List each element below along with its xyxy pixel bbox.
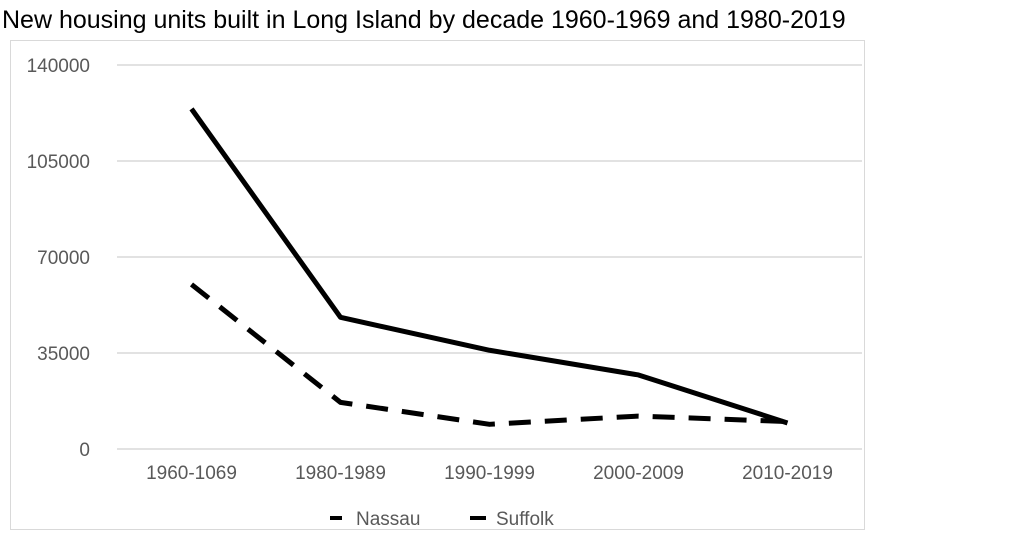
y-tick-label: 140000	[27, 56, 90, 77]
legend: Nassau Suffolk	[330, 509, 554, 530]
chart-title: New housing units built in Long Island b…	[2, 6, 846, 34]
x-tick-label: 2010-2019	[742, 463, 833, 484]
x-tick-label: 1960-1069	[146, 463, 237, 484]
y-tick-label: 105000	[27, 152, 90, 173]
series-line-suffolk	[189, 107, 789, 426]
x-axis-tick-labels: 1960-1069 1980-1989 1990-1999 2000-2009 2010…	[146, 463, 833, 484]
chart-frame	[10, 40, 865, 530]
legend-label: Suffolk	[496, 509, 554, 530]
y-tick-label: 70000	[37, 248, 90, 269]
series-line-nassau	[189, 282, 788, 427]
x-tick-label: 2000-2009	[593, 463, 684, 484]
y-tick-label: 35000	[37, 344, 90, 365]
gridlines	[117, 64, 862, 450]
legend-label: Nassau	[356, 509, 420, 530]
x-tick-label: 1990-1999	[444, 463, 535, 484]
y-tick-label: 0	[79, 440, 90, 461]
legend-item-suffolk: Suffolk	[470, 509, 554, 530]
x-tick-label: 1980-1989	[295, 463, 386, 484]
legend-item-nassau: Nassau	[330, 509, 420, 530]
y-axis-tick-labels: 0 35000 70000 105000 140000	[27, 56, 90, 461]
series-lines	[189, 107, 789, 427]
